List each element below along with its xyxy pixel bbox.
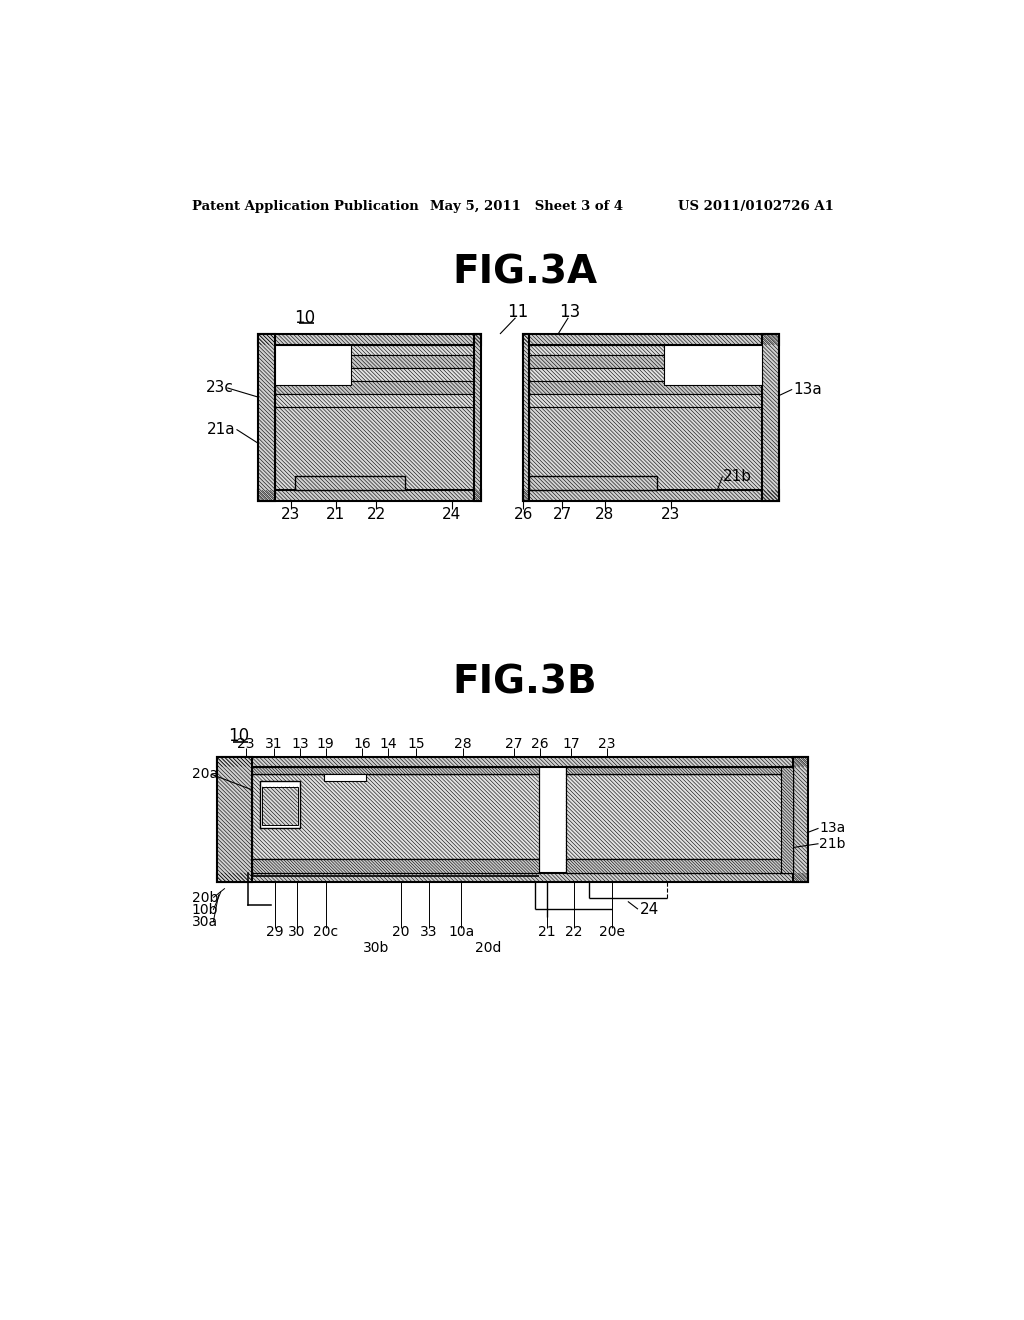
Bar: [529, 477, 657, 490]
Text: 10b: 10b: [191, 903, 218, 917]
Text: 13a: 13a: [793, 381, 821, 397]
Text: US 2011/0102726 A1: US 2011/0102726 A1: [678, 199, 835, 213]
Bar: [275, 355, 474, 368]
Bar: [474, 334, 480, 502]
Bar: [324, 775, 367, 780]
Text: 10a: 10a: [449, 925, 474, 940]
Text: 20e: 20e: [599, 925, 626, 940]
Bar: [275, 395, 474, 408]
Bar: [523, 334, 529, 502]
Bar: [566, 767, 793, 775]
Text: Patent Application Publication: Patent Application Publication: [191, 199, 418, 213]
Text: 17: 17: [562, 737, 581, 751]
Bar: [217, 758, 252, 882]
Text: 30a: 30a: [191, 915, 218, 929]
Text: 11: 11: [507, 304, 528, 321]
Bar: [275, 408, 474, 490]
Bar: [258, 334, 275, 502]
Bar: [529, 368, 762, 381]
Bar: [523, 490, 779, 502]
Bar: [529, 381, 762, 395]
Text: 33: 33: [420, 925, 437, 940]
Text: 30b: 30b: [362, 941, 389, 954]
Bar: [529, 408, 762, 490]
Text: 16: 16: [353, 737, 371, 751]
Text: 28: 28: [595, 507, 614, 521]
Text: 10: 10: [228, 727, 250, 744]
Bar: [275, 381, 474, 395]
Text: 23: 23: [660, 507, 680, 521]
Bar: [217, 758, 809, 767]
Text: 23: 23: [281, 507, 300, 521]
Text: 28: 28: [454, 737, 472, 751]
Bar: [529, 355, 762, 368]
Bar: [275, 368, 474, 381]
Text: May 5, 2011   Sheet 3 of 4: May 5, 2011 Sheet 3 of 4: [430, 199, 624, 213]
Text: FIG.3A: FIG.3A: [453, 253, 597, 292]
Bar: [252, 859, 539, 873]
Bar: [252, 767, 539, 775]
Text: 19: 19: [316, 737, 335, 751]
Bar: [781, 767, 793, 873]
Text: 22: 22: [367, 507, 386, 521]
Text: 27: 27: [505, 737, 522, 751]
Bar: [566, 859, 793, 873]
Bar: [793, 758, 809, 882]
Bar: [529, 395, 762, 408]
Text: 23c: 23c: [206, 380, 233, 396]
Text: 26: 26: [514, 507, 532, 521]
Bar: [566, 775, 793, 859]
Text: 29: 29: [266, 925, 284, 940]
Text: 15: 15: [408, 737, 425, 751]
Text: 20: 20: [392, 925, 410, 940]
Text: 21b: 21b: [723, 469, 753, 484]
Text: 14: 14: [380, 737, 397, 751]
Text: 21: 21: [326, 507, 345, 521]
Text: 31: 31: [265, 737, 283, 751]
Text: 26: 26: [531, 737, 549, 751]
Bar: [260, 780, 300, 829]
Bar: [258, 334, 480, 345]
Bar: [665, 345, 762, 385]
Bar: [275, 345, 351, 385]
Text: 20c: 20c: [313, 925, 338, 940]
Bar: [275, 345, 474, 355]
Text: 21a: 21a: [207, 422, 236, 437]
Bar: [217, 873, 809, 882]
Text: 20d: 20d: [475, 941, 502, 954]
Text: 24: 24: [640, 902, 658, 916]
Bar: [523, 334, 779, 345]
Bar: [762, 334, 779, 502]
Text: 10: 10: [294, 309, 315, 327]
Text: 21b: 21b: [819, 837, 846, 850]
Text: 30: 30: [288, 925, 306, 940]
Text: 23: 23: [237, 737, 255, 751]
Text: 20b: 20b: [191, 891, 218, 904]
Text: 13a: 13a: [819, 821, 846, 836]
Text: 22: 22: [565, 925, 583, 940]
Bar: [529, 345, 762, 355]
Text: 23: 23: [598, 737, 615, 751]
Text: 13: 13: [559, 304, 581, 321]
Text: 24: 24: [442, 507, 462, 521]
Bar: [252, 775, 539, 859]
Text: 27: 27: [552, 507, 571, 521]
Text: 21: 21: [538, 925, 555, 940]
Bar: [258, 490, 480, 502]
Text: 13: 13: [291, 737, 309, 751]
Text: FIG.3B: FIG.3B: [453, 663, 597, 701]
Text: 20a: 20a: [191, 767, 218, 781]
Bar: [262, 787, 298, 825]
Bar: [295, 477, 404, 490]
